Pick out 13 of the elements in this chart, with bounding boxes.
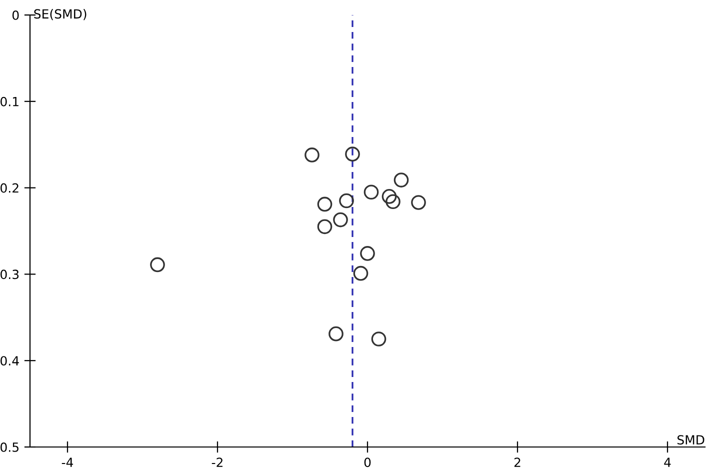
x-tick-label: -4 — [62, 458, 74, 467]
x-tick-label: 4 — [664, 458, 671, 467]
y-tick-label: 0.4 — [0, 356, 19, 366]
y-tick-label: 0.5 — [0, 442, 18, 452]
x-axis-title: SMD — [677, 435, 704, 445]
x-tick-label: 2 — [514, 458, 520, 467]
x-tick-label: -2 — [212, 458, 222, 467]
y-tick-label: 0.2 — [0, 183, 18, 193]
y-tick-label: 0.1 — [0, 96, 18, 106]
y-axis-title: SE(SMD) — [34, 8, 86, 20]
y-tick-label: 0.3 — [0, 270, 19, 280]
x-tick-label: 0 — [364, 458, 371, 468]
y-tick-label: 0 — [12, 10, 19, 20]
